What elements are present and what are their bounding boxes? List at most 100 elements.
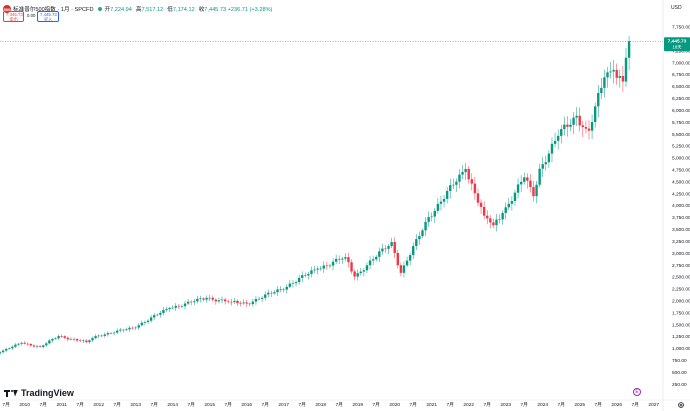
y-tick-label: 6,750.00 [672,72,690,78]
candle-body [418,236,421,240]
x-tick-label: 7月 [483,402,490,408]
x-tick-label: 7月 [409,402,416,408]
candle-body [122,329,125,331]
x-tick-label: 2019 [352,402,363,408]
candle-body [196,298,199,302]
sell-price: 7,445.73 [6,12,23,17]
candle-body [449,185,452,191]
candle-body [233,300,236,303]
candle-body [297,277,301,283]
last-price-tag-value: 7,445.73 [668,38,687,44]
candle-body [82,340,85,342]
candle-body [547,153,551,163]
candle-body [334,258,338,262]
ohlc-high: 高7,517.12 [135,7,164,13]
earnings-event-icon[interactable]: E [633,388,641,396]
sell-label: 卖出 [9,17,18,22]
currency-label[interactable]: USD [671,5,682,11]
candle-body [470,179,474,184]
x-tick-label: 2017 [278,402,289,408]
candle-body [495,219,498,226]
candle-body [236,300,239,304]
x-tick-label: 2010 [19,402,30,408]
candle-body [214,299,218,302]
candle-body [501,213,504,220]
buy-label: 买入 [43,17,53,22]
candle-body [279,289,282,290]
candle-body [464,168,467,173]
candle-body [85,340,88,343]
candle-body [612,69,615,72]
x-tick-label: 2022 [463,402,474,408]
candle-body [220,299,224,301]
x-tick-label: 7月 [632,402,639,408]
candle-body [239,303,242,304]
candle-body [378,251,381,257]
candle-body [563,124,566,130]
candle-body [338,258,341,260]
symbol-title[interactable]: 标准普尔500指数 · 1月 · SPCFD [13,7,94,13]
candle-body [316,268,319,270]
candle-body [174,305,177,308]
candle-body [66,337,70,340]
candle-body [516,184,520,193]
candle-body [581,125,585,127]
y-tick-label: 4,750.00 [672,167,690,173]
candle-body [510,201,514,204]
x-tick-label: 7月 [150,402,157,408]
x-tick-label: 2016 [241,402,252,408]
candle-body [390,242,393,247]
candle-body [248,303,251,305]
candle-body [291,283,295,284]
candle-body [452,184,455,186]
candle-body [4,348,8,351]
candle-body [54,338,57,339]
candle-body [436,203,440,211]
y-tick-label: 3,250.00 [672,239,690,245]
candle-body [439,201,443,204]
candle-body [526,177,529,181]
candle-body [606,72,609,78]
x-tick-label: 7月 [520,402,527,408]
candle-body [91,338,94,341]
x-tick-label: 2025 [574,402,585,408]
candle-body [152,315,156,318]
candle-body [276,289,279,293]
candle-body [387,246,390,249]
buy-button[interactable]: 7,445.73 买入 [37,11,59,22]
candle-body [112,332,116,334]
candle-body [208,297,211,299]
candle-body [35,346,39,347]
sell-button[interactable]: 7,445.73 卖出 [3,11,24,22]
candle-body [362,270,366,272]
candle-body [492,222,495,226]
candle-body [168,307,171,310]
candle-body [476,193,480,203]
candle-body [331,261,335,266]
candle-body [8,348,11,349]
candle-body [75,339,79,341]
candle-body [489,218,492,223]
candle-body [396,252,399,266]
candle-body [267,292,270,295]
candle-body [541,164,544,169]
x-tick-label: 2011 [57,402,68,408]
candle-body [498,219,501,221]
candle-body [171,307,174,309]
y-tick-label: 750.00 [672,358,687,364]
candle-body [264,294,267,298]
x-tick-label: 2023 [500,402,511,408]
candle-body [307,273,310,276]
y-tick-label: 4,250.00 [672,191,690,197]
gear-icon[interactable] [677,401,685,409]
candle-body [408,255,412,261]
candle-body [461,172,464,175]
candle-body [304,275,307,276]
candle-body [590,122,594,131]
x-tick-label: 7月 [558,402,565,408]
y-tick-label: 7,000.00 [672,60,690,66]
candle-body [529,180,532,188]
tradingview-logo[interactable]: TradingView [4,388,74,398]
candle-body [405,260,409,266]
